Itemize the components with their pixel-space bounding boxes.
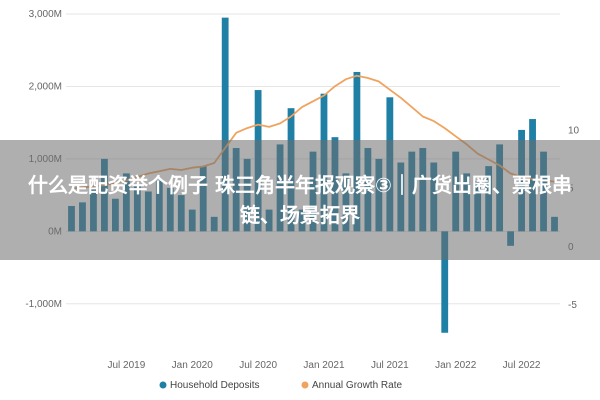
left-tick-label-1: 2,000M [29, 81, 62, 92]
left-tick-label-4: -1,000M [25, 299, 62, 310]
legend-label-deposits: Household Deposits [170, 380, 260, 391]
x-axis-ticks: Jul 2019 Jan 2020 Jul 2020 Jan 2021 Jul 2021… [107, 360, 540, 371]
legend: Household Deposits Annual Growth Rate [159, 380, 402, 391]
legend-marker-growth [301, 381, 309, 389]
x-tick-label-6: Jul 2022 [503, 360, 541, 371]
x-tick-label-1: Jan 2020 [172, 360, 214, 371]
legend-label-growth: Annual Growth Rate [312, 380, 402, 391]
legend-marker-deposits [159, 381, 167, 389]
headline-overlay: 什么是配资举个例子 珠三角半年报观察③｜广货出圈、票根串链、场景拓界 [0, 140, 600, 260]
bar-14 [221, 17, 229, 232]
bar-34 [441, 231, 449, 333]
x-tick-label-4: Jul 2021 [371, 360, 409, 371]
right-tick-label-0: 10 [568, 125, 580, 136]
x-tick-label-0: Jul 2019 [107, 360, 145, 371]
left-tick-label-0: 3,000M [29, 9, 62, 20]
x-tick-label-2: Jul 2020 [239, 360, 277, 371]
right-tick-label-3: -5 [568, 300, 577, 311]
headline-title: 什么是配资举个例子 珠三角半年报观察③｜广货出圈、票根串链、场景拓界 [28, 173, 572, 227]
x-tick-label-3: Jan 2021 [303, 360, 345, 371]
x-tick-label-5: Jan 2022 [435, 360, 477, 371]
